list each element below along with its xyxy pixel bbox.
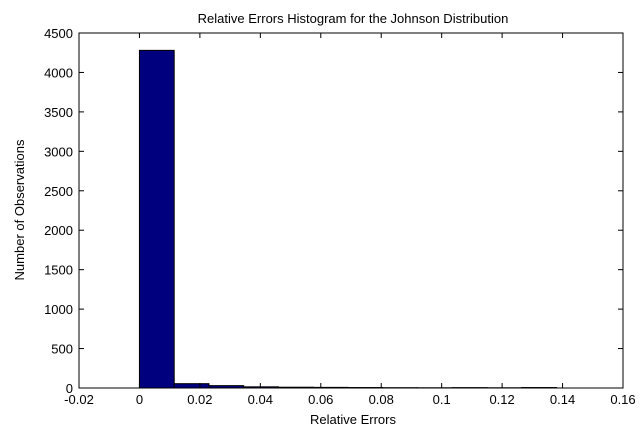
y-tick-label: 2500 (44, 184, 73, 199)
y-axis-label: Number of Observations (12, 139, 27, 280)
x-tick-label: 0.14 (550, 392, 575, 407)
y-tick-label: 500 (51, 342, 73, 357)
y-tick-label: 3500 (44, 105, 73, 120)
x-tick-label: 0.06 (308, 392, 333, 407)
y-tick-label: 1000 (44, 302, 73, 317)
chart-title: Relative Errors Histogram for the Johnso… (198, 11, 509, 26)
x-tick-label: 0.1 (433, 392, 451, 407)
x-tick-label: 0.16 (610, 392, 635, 407)
x-tick-label: 0.12 (489, 392, 514, 407)
plot-frame (78, 32, 624, 389)
y-tick-label: 1500 (44, 263, 73, 278)
y-tick-label: 2000 (44, 223, 73, 238)
x-tick-label: 0.08 (369, 392, 394, 407)
histogram-bar-1 (173, 383, 210, 389)
x-axis-label: Relative Errors (310, 412, 396, 427)
x-tick-label: 0.02 (187, 392, 212, 407)
y-tick-label: 4500 (44, 26, 73, 41)
x-tick-label: 0 (136, 392, 143, 407)
x-tick-label: 0.04 (248, 392, 273, 407)
histogram-bar-0 (138, 49, 175, 389)
y-tick-label: 0 (66, 381, 73, 396)
x-tick-label: -0.02 (64, 392, 94, 407)
plot-area: -0.02 0 0.02 0.04 0.06 0.08 0.1 0.12 0.14 0.16050… (44, 26, 636, 407)
y-tick-label: 3000 (44, 144, 73, 159)
y-tick-label: 4000 (44, 65, 73, 80)
